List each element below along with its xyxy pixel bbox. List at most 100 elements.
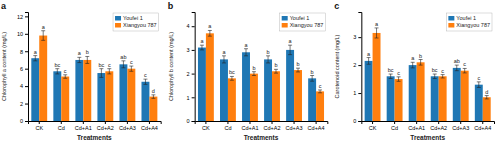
y-tick-label: 4 [20, 83, 23, 89]
x-tick: Cd+A1 [241, 121, 258, 131]
letter-label: a [222, 49, 226, 55]
bar [316, 91, 324, 121]
x-tick-label: Cd+A4 [474, 125, 491, 131]
y-tick-label: 12 [17, 14, 23, 20]
letter-label: a [244, 42, 248, 48]
bar [105, 71, 113, 121]
y-tick: 1 [353, 90, 361, 96]
x-tick-mark [61, 121, 62, 124]
error-bar [310, 76, 314, 82]
error-bar [77, 57, 81, 62]
error-bar [55, 69, 59, 74]
y-tick-label: 2 [20, 101, 23, 107]
x-tick-label: Cd [224, 125, 231, 131]
y-tick-mark [192, 74, 195, 75]
y-tick-label: 0 [187, 118, 190, 124]
y-tick-mark [192, 121, 195, 122]
error-bar [230, 76, 234, 80]
error-bar [463, 68, 467, 72]
x-tick-mark [272, 121, 273, 124]
x-tick: Cd+A1 [408, 121, 425, 131]
letter-label: c [144, 72, 147, 78]
y-axis-title: Chlorophyll b content (mg/L) [168, 32, 174, 101]
x-tick: Cd+A4 [308, 121, 325, 131]
y-axis-line [192, 13, 196, 122]
letter-label: d [152, 88, 155, 94]
x-axis: CKCdCd+A1Cd+A2Cd+A3Cd+A4 [195, 121, 328, 131]
y-tick-mark [192, 26, 195, 27]
y-tick-label: 2 [187, 71, 190, 77]
bar [83, 60, 91, 121]
x-tick: Cd+A4 [141, 121, 158, 131]
letter-label: b [252, 65, 255, 71]
x-tick-mark [249, 121, 250, 124]
panel: 01234CKCdCd+A1Cd+A2Cd+A3Cd+A4aaabababcbb… [168, 1, 328, 141]
bar [294, 70, 302, 121]
x-tick-label: Cd+A4 [141, 125, 158, 131]
x-tick: Cd+A3 [286, 121, 303, 131]
bar [97, 73, 105, 121]
bar [119, 64, 127, 121]
x-axis-line [195, 122, 328, 125]
x-tick-mark [39, 121, 40, 124]
error-bar [208, 30, 212, 36]
x-tick-label: CK [35, 125, 43, 131]
bar [53, 71, 61, 121]
y-tick-mark [25, 69, 28, 70]
letter-label: c [108, 62, 111, 68]
letter-label: ab [120, 54, 126, 60]
y-tick-mark [25, 51, 28, 52]
x-tick-label: Cd+A3 [452, 125, 469, 131]
y-tick-mark [358, 65, 361, 66]
error-bar [485, 96, 489, 99]
legend-label: Xiangyou 787 [456, 22, 490, 28]
letter-label: b [267, 49, 270, 55]
y-axis: 024681012 [17, 13, 29, 125]
letter-label: a [289, 38, 293, 44]
error-bar [244, 49, 248, 56]
x-tick: Cd [58, 121, 65, 131]
x-axis-title: Treatments [77, 134, 112, 141]
bar [127, 69, 135, 121]
bar [220, 59, 228, 121]
error-bar [288, 45, 292, 54]
y-axis-title: Carotenoid content (mg/L) [334, 34, 340, 98]
letter-label: b [86, 49, 89, 55]
x-axis-title: Treatments [244, 134, 279, 141]
y-tick-mark [358, 121, 361, 122]
error-bar [63, 75, 67, 78]
bar [475, 85, 483, 121]
x-tick-mark [205, 121, 206, 124]
x-tick: Cd+A4 [474, 121, 491, 131]
bar [250, 74, 258, 121]
bar [75, 60, 83, 121]
x-tick-mark [372, 121, 373, 124]
x-tick: CK [202, 121, 210, 131]
bar [483, 97, 491, 121]
x-tick-label: Cd+A2 [97, 125, 114, 131]
y-tick: 2 [20, 101, 28, 107]
bar [61, 77, 69, 121]
y-tick-label: 0 [353, 118, 356, 124]
letter-label: c [319, 83, 322, 89]
x-tick-label: Cd+A3 [286, 125, 303, 131]
y-tick: 10 [17, 31, 28, 37]
y-tick-label: 3 [187, 47, 190, 53]
bar [365, 61, 373, 121]
legend: Youfei 1Xiangyou 787 [280, 13, 326, 31]
x-tick: Cd+A2 [97, 121, 114, 131]
x-tick: Cd+A3 [452, 121, 469, 131]
letter-label: c [64, 68, 67, 74]
y-tick: 8 [20, 49, 28, 55]
error-bar [455, 65, 459, 71]
y-tick-label: 1 [187, 95, 190, 101]
panel-label: a [1, 1, 7, 11]
bar [373, 33, 381, 121]
x-tick-mark [127, 121, 128, 124]
bar [387, 76, 395, 121]
y-tick-mark [358, 37, 361, 38]
x-axis: CKCdCd+A1Cd+A2Cd+A3Cd+A4 [29, 121, 162, 131]
y-tick: 4 [20, 83, 28, 89]
plot-area [31, 31, 157, 121]
bar [31, 58, 39, 121]
